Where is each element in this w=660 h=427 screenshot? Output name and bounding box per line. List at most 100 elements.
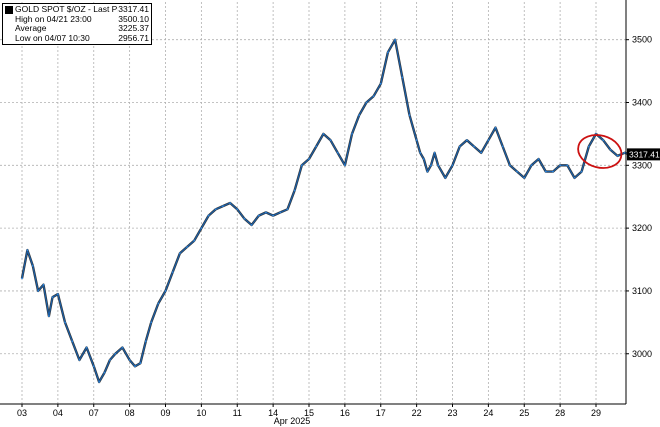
price-point [365, 101, 368, 104]
price-point [336, 151, 339, 154]
x-tick-label: 15 [304, 408, 314, 418]
price-point [279, 211, 282, 214]
price-point [171, 271, 174, 273]
price-point [465, 139, 468, 142]
price-point [387, 51, 389, 54]
x-tick-label: 25 [519, 408, 529, 418]
legend-entry-high: High on 04/21 23:00 3500.10 [3, 13, 151, 25]
price-point [609, 148, 612, 151]
price-point [422, 158, 425, 160]
price-point [494, 126, 497, 129]
price-point [587, 145, 590, 148]
price-point [56, 293, 59, 295]
price-point [501, 145, 504, 148]
legend-entry-low: Low on 04/07 10:30 2956.71 [3, 32, 151, 44]
y-tick-label: 3200 [632, 223, 652, 233]
price-point [602, 139, 605, 142]
price-point [351, 133, 353, 135]
x-tick-label: 09 [160, 408, 170, 418]
price-point [315, 145, 318, 148]
x-tick-label: 14 [268, 408, 278, 418]
price-point [78, 359, 81, 361]
price-point [157, 302, 160, 305]
price-point [516, 170, 518, 173]
x-tick-label: 11 [233, 408, 242, 418]
x-tick-label: 24 [483, 408, 493, 418]
price-point [487, 139, 490, 142]
legend-label: GOLD SPOT $/OZ - Last Price [15, 5, 118, 14]
price-point [178, 252, 181, 255]
legend: GOLD SPOT $/OZ - Last Price 3317.41 High… [2, 3, 152, 45]
last-price-tag [627, 148, 660, 161]
price-point [222, 205, 224, 208]
x-tick-label: 23 [447, 408, 457, 418]
price-point [51, 296, 54, 299]
price-point [308, 158, 310, 160]
axes: 3000 3100 3200 3300 3400 3500 03 04 07 08 09 10 11 14… [0, 0, 660, 418]
price-point [164, 290, 167, 292]
legend-value: 2956.71 [118, 32, 149, 43]
price-point [580, 170, 583, 173]
price-point [537, 158, 540, 160]
price-point [214, 208, 217, 211]
price-point [437, 164, 440, 167]
price-point [322, 133, 325, 135]
y-tick-label: 3400 [632, 98, 652, 108]
price-point [394, 38, 396, 41]
price-point [426, 170, 429, 173]
legend-label: Low on 04/07 10:30 [15, 33, 90, 43]
legend-label: High on 04/21 23:00 [15, 14, 92, 24]
price-point [451, 164, 454, 167]
price-point [37, 290, 40, 292]
y-tick-label: 3300 [632, 160, 652, 170]
red-ellipse-annotation [577, 134, 623, 169]
legend-value: 3500.10 [118, 13, 149, 24]
price-point [257, 214, 260, 217]
price-point [64, 321, 66, 324]
x-tick-label: 03 [17, 408, 27, 418]
price-point [103, 371, 106, 374]
last-price-label: 3317.41 [629, 149, 660, 159]
x-tick-label: 16 [340, 408, 350, 418]
gridlines [0, 2, 626, 404]
price-point [98, 381, 101, 383]
price-point [139, 362, 142, 365]
price-point [433, 151, 436, 154]
y-tick-label: 3500 [632, 35, 652, 45]
legend-entry-average: Average 3225.37 [3, 23, 151, 34]
price-point [343, 164, 346, 167]
legend-value: 3317.41 [118, 4, 149, 14]
price-point [293, 189, 296, 192]
legend-label: Average [15, 24, 47, 33]
price-point [401, 76, 404, 79]
price-point [48, 315, 50, 317]
price-point [200, 227, 203, 230]
price-point [300, 164, 303, 167]
price-point [21, 277, 23, 280]
x-tick-label: 07 [89, 408, 99, 418]
price-point [236, 208, 239, 211]
price-point [71, 340, 74, 343]
price-point [430, 164, 432, 167]
price-point [408, 114, 411, 116]
legend-value: 3225.37 [118, 23, 149, 33]
x-tick-label: 29 [591, 408, 601, 418]
price-point [480, 151, 483, 154]
price-line [21, 39, 631, 383]
price-point [329, 139, 332, 142]
price-line-layer [20, 38, 631, 384]
x-tick-label: 17 [376, 408, 386, 418]
price-point [415, 139, 418, 142]
price-point [31, 264, 34, 267]
x-tick-label: 04 [53, 408, 63, 418]
price-point [530, 164, 533, 167]
price-point [114, 352, 117, 355]
price-point [144, 340, 147, 343]
price-point [379, 82, 382, 85]
price-point [616, 154, 619, 157]
price-point [121, 346, 124, 349]
price-point [559, 164, 562, 167]
price-line-shadow [20, 38, 631, 384]
legend-swatch [5, 5, 13, 14]
price-point [229, 202, 231, 204]
